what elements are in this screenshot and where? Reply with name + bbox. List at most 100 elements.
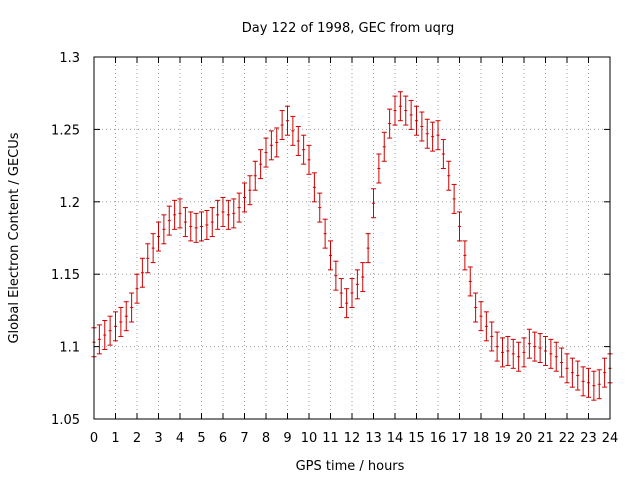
- y-tick-label: 1.25: [51, 123, 80, 138]
- axis-ticks: 0 1 2 3 4 5 6 7 8 9 10 11 12 13 14 15 16 17 18 19 20 21 22 23 24…: [51, 51, 618, 446]
- x-tick-label: 1: [111, 431, 119, 446]
- data-point: [500, 337, 505, 368]
- y-tick-label: 1.05: [51, 413, 80, 428]
- data-point: [559, 347, 565, 378]
- data-point: [113, 311, 118, 342]
- data-point: [263, 137, 269, 168]
- data-point: [268, 130, 274, 161]
- data-point: [473, 292, 479, 323]
- data-point: [129, 292, 135, 323]
- data-point: [145, 243, 151, 274]
- x-tick-label: 13: [365, 431, 382, 446]
- data-point: [505, 335, 511, 366]
- data-point: [526, 328, 532, 359]
- data-point: [139, 257, 145, 288]
- data-point: [349, 278, 355, 309]
- data-point: [516, 341, 522, 372]
- data-point: [215, 199, 221, 230]
- x-tick-label: 4: [176, 431, 184, 446]
- x-tick-label: 14: [387, 431, 404, 446]
- data-series-gec: [91, 91, 613, 401]
- data-point: [123, 301, 129, 332]
- data-point: [575, 360, 581, 391]
- data-point: [231, 198, 237, 229]
- data-point: [118, 307, 124, 337]
- data-point: [161, 214, 167, 245]
- data-point: [188, 211, 194, 242]
- data-point: [602, 357, 608, 388]
- x-tick-label: 20: [516, 431, 533, 446]
- data-point: [521, 337, 527, 368]
- data-point: [306, 144, 312, 175]
- y-tick-label: 1.1: [59, 341, 80, 356]
- x-tick-label: 21: [537, 431, 554, 446]
- x-axis-title: GPS time / hours: [296, 459, 405, 474]
- data-point: [457, 211, 462, 242]
- data-point: [102, 320, 108, 350]
- data-point: [435, 120, 441, 151]
- data-point: [596, 369, 602, 400]
- x-tick-label: 23: [580, 431, 597, 446]
- data-point: [295, 126, 301, 156]
- data-point: [591, 370, 597, 401]
- x-tick-label: 2: [133, 431, 141, 446]
- data-point: [446, 160, 452, 191]
- data-point: [569, 357, 575, 388]
- data-point: [510, 338, 516, 369]
- grid: [94, 57, 610, 419]
- x-tick-label: 11: [322, 431, 339, 446]
- data-point: [252, 160, 258, 191]
- data-point: [397, 91, 403, 122]
- data-point: [225, 199, 231, 230]
- data-point: [403, 95, 409, 126]
- data-point: [107, 315, 113, 346]
- data-point: [247, 175, 253, 206]
- data-point: [274, 127, 280, 158]
- data-point: [451, 183, 457, 214]
- data-point: [317, 192, 323, 223]
- data-point: [408, 99, 414, 130]
- data-point: [172, 199, 178, 230]
- data-point: [424, 118, 430, 149]
- data-point: [338, 278, 344, 309]
- data-point: [193, 212, 199, 243]
- data-point: [537, 333, 543, 364]
- data-point: [96, 324, 102, 355]
- data-point: [365, 233, 371, 264]
- data-point: [440, 139, 446, 169]
- data-point: [360, 262, 366, 293]
- y-axis-title: Global Electron Content / GECUs: [7, 132, 22, 343]
- data-point: [489, 321, 495, 352]
- data-point: [494, 331, 500, 362]
- y-tick-label: 1.15: [51, 268, 80, 283]
- x-tick-label: 22: [559, 431, 576, 446]
- data-point: [548, 338, 554, 369]
- data-point: [301, 134, 307, 165]
- data-point: [532, 331, 538, 362]
- data-point: [177, 198, 183, 229]
- x-tick-label: 5: [197, 431, 205, 446]
- data-point: [553, 341, 559, 372]
- data-point: [419, 111, 425, 142]
- data-point: [586, 367, 591, 398]
- data-point: [199, 211, 204, 242]
- x-tick-label: 10: [301, 431, 318, 446]
- data-point: [209, 207, 215, 238]
- data-point: [467, 266, 473, 297]
- x-tick-label: 3: [154, 431, 162, 446]
- data-point: [285, 105, 290, 136]
- data-point: [204, 209, 210, 240]
- data-point: [134, 273, 140, 304]
- data-point: [182, 207, 188, 238]
- data-point: [236, 192, 242, 223]
- data-point: [344, 288, 350, 319]
- y-tick-label: 1.3: [59, 51, 80, 66]
- data-point: [166, 205, 172, 236]
- data-point: [290, 115, 296, 146]
- data-point: [322, 218, 328, 249]
- data-point: [371, 188, 376, 219]
- data-point: [156, 221, 161, 252]
- data-point: [328, 240, 333, 271]
- data-point: [381, 131, 387, 162]
- data-point: [387, 108, 393, 139]
